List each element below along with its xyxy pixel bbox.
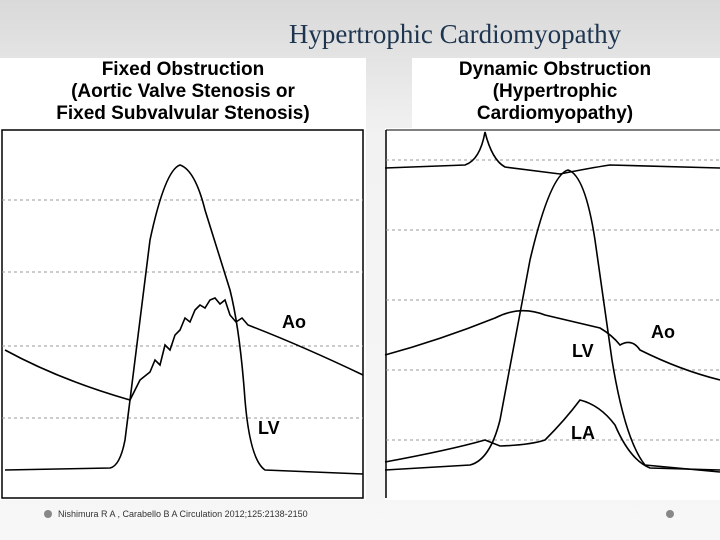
trace-label: LV [572, 341, 594, 361]
ao-trace [4, 297, 364, 401]
trace-label: Ao [282, 312, 306, 332]
right-panel: Dynamic Obstruction (Hypertrophic Cardio… [384, 58, 720, 500]
panel-background [0, 58, 366, 500]
la-trace [384, 399, 720, 471]
panel-heading: Fixed Obstruction [102, 59, 265, 80]
panel-heading: (Aortic Valve Stenosis or [71, 81, 295, 102]
panel-background [385, 128, 720, 500]
ao-top-trace [384, 131, 720, 175]
heading-background [412, 58, 720, 128]
citation: Nishimura R A , Carabello B A Circulatio… [58, 509, 308, 519]
panel-heading: Fixed Subvalvular Stenosis) [56, 103, 309, 124]
slide-title: Hypertrophic Cardiomyopathy [289, 19, 622, 49]
trace-label: Ao [651, 322, 675, 342]
ao-trace [384, 309, 720, 381]
bullet [666, 510, 674, 518]
bullet [44, 510, 52, 518]
trace-label: LA [571, 423, 595, 443]
trace-label: LV [258, 418, 280, 438]
panel-heading: Cardiomyopathy) [477, 103, 633, 124]
lv-trace [384, 169, 720, 473]
panel-heading: Dynamic Obstruction [459, 59, 651, 80]
lv-trace [4, 164, 364, 475]
left-panel: Fixed Obstruction (Aortic Valve Stenosis… [0, 58, 366, 500]
plot-frame [1, 129, 364, 499]
panel-heading: (Hypertrophic [493, 81, 618, 102]
